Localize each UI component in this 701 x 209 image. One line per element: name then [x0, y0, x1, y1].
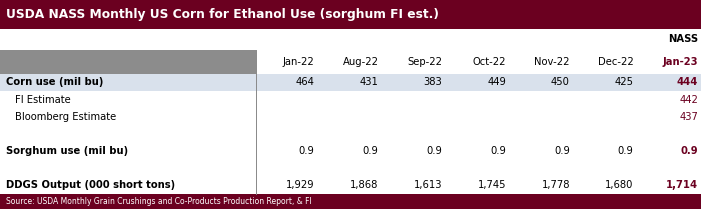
Text: 449: 449	[487, 77, 506, 87]
Bar	[318, 50, 381, 74]
Text: FI Estimate: FI Estimate	[15, 94, 72, 104]
Text: 0.9: 0.9	[490, 146, 506, 156]
Text: 442: 442	[679, 94, 698, 104]
Bar	[256, 50, 318, 74]
Text: 0.9: 0.9	[554, 146, 570, 156]
Text: Nov-22: Nov-22	[534, 57, 570, 67]
Text: 383: 383	[423, 77, 442, 87]
Bar	[637, 50, 701, 74]
Text: 425: 425	[615, 77, 634, 87]
Bar	[445, 50, 509, 74]
Bar	[0, 50, 256, 74]
Text: Jan-23: Jan-23	[662, 57, 698, 67]
Bar	[0, 91, 701, 108]
Bar	[0, 74, 701, 91]
Text: 1,868: 1,868	[350, 180, 379, 190]
Text: 437: 437	[679, 112, 698, 122]
Text: DDGS Output (000 short tons): DDGS Output (000 short tons)	[6, 180, 175, 190]
Bar	[0, 177, 701, 194]
Bar	[0, 29, 701, 50]
Text: 1,745: 1,745	[477, 180, 506, 190]
Text: 0.9: 0.9	[618, 146, 634, 156]
Text: 464: 464	[296, 77, 315, 87]
Text: Sorghum use (mil bu): Sorghum use (mil bu)	[6, 146, 128, 156]
Text: Sep-22: Sep-22	[407, 57, 442, 67]
Bar	[381, 50, 445, 74]
Bar	[0, 143, 701, 160]
Bar	[509, 50, 573, 74]
Text: Oct-22: Oct-22	[472, 57, 506, 67]
Text: 0.9: 0.9	[362, 146, 379, 156]
Text: 450: 450	[551, 77, 570, 87]
Bar	[0, 160, 701, 177]
Bar	[0, 125, 701, 143]
Text: Dec-22: Dec-22	[598, 57, 634, 67]
Text: 431: 431	[360, 77, 379, 87]
Text: Source: USDA Monthly Grain Crushings and Co-Products Production Report, & FI: Source: USDA Monthly Grain Crushings and…	[6, 197, 311, 206]
Text: USDA NASS Monthly US Corn for Ethanol Use (sorghum FI est.): USDA NASS Monthly US Corn for Ethanol Us…	[6, 8, 439, 21]
Bar	[0, 194, 701, 209]
Text: 0.9: 0.9	[426, 146, 442, 156]
Text: 1,613: 1,613	[414, 180, 442, 190]
Text: Jan-22: Jan-22	[283, 57, 315, 67]
Bar	[0, 108, 701, 125]
Text: 0.9: 0.9	[299, 146, 315, 156]
Text: 1,680: 1,680	[606, 180, 634, 190]
Bar	[573, 50, 637, 74]
Text: 1,714: 1,714	[666, 180, 698, 190]
Bar	[0, 0, 701, 29]
Text: 1,778: 1,778	[541, 180, 570, 190]
Text: Aug-22: Aug-22	[343, 57, 379, 67]
Text: NASS: NASS	[668, 34, 698, 44]
Text: 1,929: 1,929	[286, 180, 315, 190]
Text: Corn use (mil bu): Corn use (mil bu)	[6, 77, 103, 87]
Text: 444: 444	[677, 77, 698, 87]
Text: Bloomberg Estimate: Bloomberg Estimate	[15, 112, 116, 122]
Text: 0.9: 0.9	[681, 146, 698, 156]
